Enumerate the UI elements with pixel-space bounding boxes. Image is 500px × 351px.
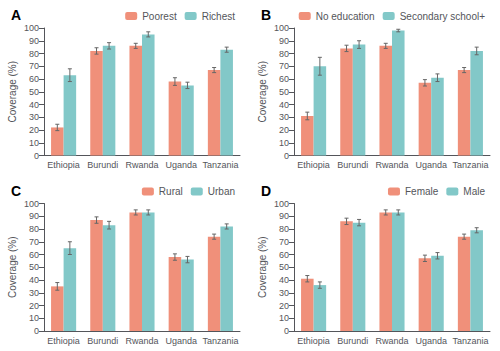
svg-text:Ethiopia: Ethiopia xyxy=(47,336,80,346)
svg-text:100: 100 xyxy=(24,199,39,209)
svg-text:100: 100 xyxy=(274,199,289,209)
svg-text:A: A xyxy=(11,7,21,23)
svg-text:D: D xyxy=(261,183,271,199)
svg-text:60: 60 xyxy=(29,250,39,260)
svg-text:10: 10 xyxy=(279,313,289,323)
svg-text:50: 50 xyxy=(279,87,289,97)
svg-text:Uganda: Uganda xyxy=(165,336,197,346)
svg-text:Burundi: Burundi xyxy=(87,160,118,170)
svg-text:Ethiopia: Ethiopia xyxy=(297,160,330,170)
svg-text:80: 80 xyxy=(279,49,289,59)
svg-text:20: 20 xyxy=(29,125,39,135)
svg-text:Tanzania: Tanzania xyxy=(452,160,488,170)
svg-text:Tanzania: Tanzania xyxy=(202,160,238,170)
svg-text:70: 70 xyxy=(29,237,39,247)
svg-text:50: 50 xyxy=(29,262,39,272)
svg-text:70: 70 xyxy=(29,61,39,71)
svg-text:Uganda: Uganda xyxy=(415,160,447,170)
svg-text:Male: Male xyxy=(463,186,485,197)
svg-text:0: 0 xyxy=(34,326,39,336)
svg-text:Secondary school+: Secondary school+ xyxy=(400,11,485,22)
svg-text:30: 30 xyxy=(279,112,289,122)
svg-text:100: 100 xyxy=(274,23,289,33)
svg-text:20: 20 xyxy=(279,301,289,311)
svg-text:60: 60 xyxy=(279,74,289,84)
svg-text:Tanzania: Tanzania xyxy=(452,336,488,346)
svg-text:Tanzania: Tanzania xyxy=(202,336,238,346)
svg-text:Burundi: Burundi xyxy=(87,336,118,346)
svg-text:40: 40 xyxy=(279,100,289,110)
svg-text:Burundi: Burundi xyxy=(337,336,368,346)
svg-text:Ethiopia: Ethiopia xyxy=(297,336,330,346)
svg-text:70: 70 xyxy=(279,61,289,71)
svg-text:90: 90 xyxy=(279,211,289,221)
svg-text:100: 100 xyxy=(24,23,39,33)
svg-text:60: 60 xyxy=(279,250,289,260)
svg-text:40: 40 xyxy=(29,100,39,110)
svg-text:20: 20 xyxy=(29,301,39,311)
svg-text:Rwanda: Rwanda xyxy=(375,336,408,346)
svg-text:30: 30 xyxy=(279,288,289,298)
svg-text:Coverage (%): Coverage (%) xyxy=(257,61,268,123)
svg-text:Coverage (%): Coverage (%) xyxy=(257,236,268,298)
svg-text:60: 60 xyxy=(29,74,39,84)
svg-text:B: B xyxy=(261,7,271,23)
svg-text:10: 10 xyxy=(29,313,39,323)
svg-text:Uganda: Uganda xyxy=(165,160,197,170)
svg-text:Urban: Urban xyxy=(208,186,235,197)
svg-text:Rwanda: Rwanda xyxy=(125,160,158,170)
svg-text:Female: Female xyxy=(405,186,439,197)
svg-text:Coverage (%): Coverage (%) xyxy=(7,236,18,298)
svg-text:10: 10 xyxy=(279,138,289,148)
svg-text:80: 80 xyxy=(29,49,39,59)
svg-text:50: 50 xyxy=(29,87,39,97)
svg-text:30: 30 xyxy=(29,288,39,298)
svg-text:Coverage (%): Coverage (%) xyxy=(7,61,18,123)
svg-text:Burundi: Burundi xyxy=(337,160,368,170)
svg-text:30: 30 xyxy=(29,112,39,122)
svg-text:Rural: Rural xyxy=(159,186,183,197)
svg-text:50: 50 xyxy=(279,262,289,272)
svg-text:90: 90 xyxy=(29,211,39,221)
svg-text:C: C xyxy=(11,183,21,199)
svg-text:0: 0 xyxy=(34,151,39,161)
svg-text:Richest: Richest xyxy=(202,11,236,22)
svg-text:10: 10 xyxy=(29,138,39,148)
svg-text:80: 80 xyxy=(279,224,289,234)
svg-text:Ethiopia: Ethiopia xyxy=(47,160,80,170)
svg-text:20: 20 xyxy=(279,125,289,135)
svg-text:Rwanda: Rwanda xyxy=(125,336,158,346)
svg-text:90: 90 xyxy=(279,36,289,46)
svg-text:0: 0 xyxy=(284,326,289,336)
svg-text:90: 90 xyxy=(29,36,39,46)
svg-text:No education: No education xyxy=(316,11,375,22)
svg-text:Poorest: Poorest xyxy=(142,11,177,22)
svg-text:80: 80 xyxy=(29,224,39,234)
svg-text:70: 70 xyxy=(279,237,289,247)
svg-text:40: 40 xyxy=(29,275,39,285)
svg-text:Uganda: Uganda xyxy=(415,336,447,346)
svg-text:Rwanda: Rwanda xyxy=(375,160,408,170)
svg-text:40: 40 xyxy=(279,275,289,285)
svg-text:0: 0 xyxy=(284,151,289,161)
